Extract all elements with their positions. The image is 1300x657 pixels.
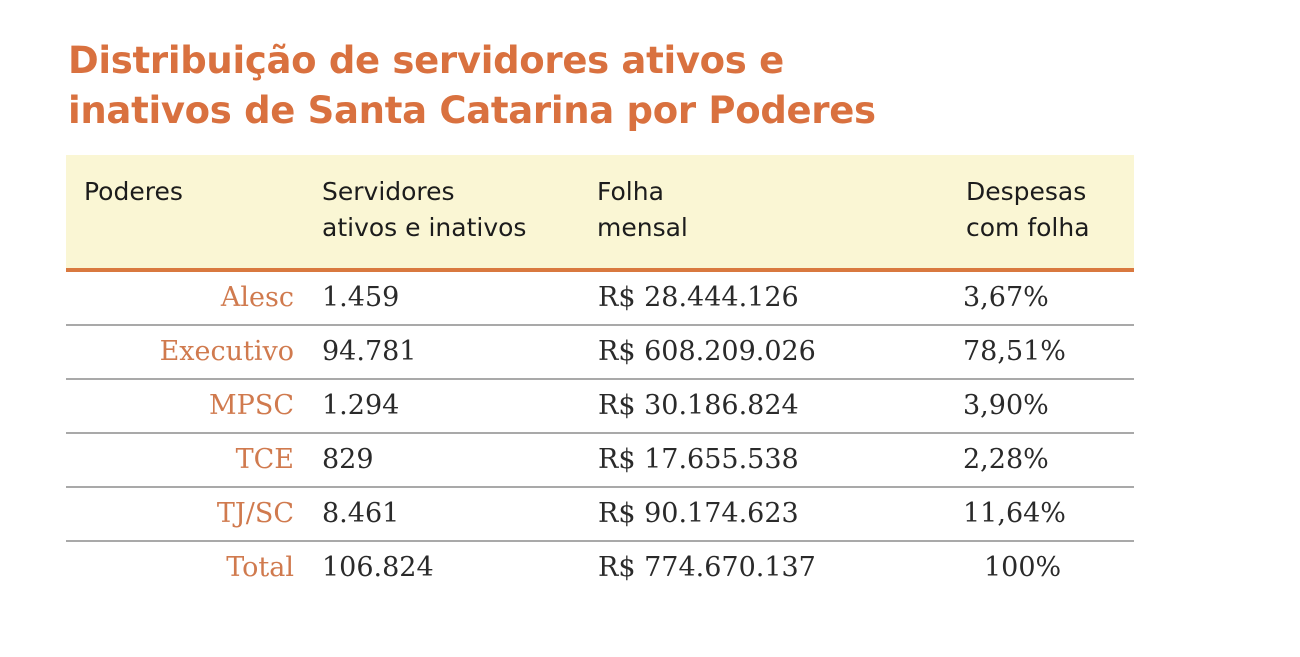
cell-folha: R$ 28.444.126 — [597, 270, 962, 326]
cell-servidores: 829 — [322, 433, 597, 488]
table-body: Alesc 1.459 R$ 28.444.126 3,67% Executiv… — [66, 270, 1134, 594]
cell-servidores: 106.824 — [322, 552, 434, 583]
column-header-poderes: Poderes — [66, 155, 322, 272]
column-header-poderes-line-1: Poderes — [84, 177, 183, 206]
table-row: MPSC 1.294 R$ 30.186.824 3,90% — [66, 379, 1134, 434]
distribution-table: Poderes Servidores ativos e inativos Fol… — [66, 155, 1134, 594]
column-header-despesas-line-2: com folha — [966, 213, 1090, 242]
table-row-total: Total 106.824 R$ 774.670.137 100% — [66, 541, 1134, 594]
cell-servidores: 94.781 — [322, 325, 597, 380]
data-table-container: Poderes Servidores ativos e inativos Fol… — [66, 155, 1134, 594]
table-row: Alesc 1.459 R$ 28.444.126 3,67% — [66, 270, 1134, 326]
table-header: Poderes Servidores ativos e inativos Fol… — [66, 155, 1134, 272]
table-row: TCE 829 R$ 17.655.538 2,28% — [66, 433, 1134, 488]
cell-poder: TJ/SC — [66, 487, 322, 542]
column-header-servidores: Servidores ativos e inativos — [322, 155, 597, 272]
cell-folha: R$ 774.670.137 — [598, 552, 816, 583]
table-row: TJ/SC 8.461 R$ 90.174.623 11,64% — [66, 487, 1134, 542]
cell-folha: R$ 90.174.623 — [597, 487, 962, 542]
cell-despesas: 3,67% — [962, 270, 1134, 326]
column-header-servidores-line-2: ativos e inativos — [322, 213, 527, 242]
cell-poder: Total — [226, 552, 294, 583]
cell-poder: TCE — [66, 433, 322, 488]
cell-poder: MPSC — [66, 379, 322, 434]
column-header-servidores-line-1: Servidores — [322, 177, 455, 206]
table-header-row: Poderes Servidores ativos e inativos Fol… — [66, 155, 1134, 272]
cell-poder: Executivo — [66, 325, 322, 380]
cell-despesas: 2,28% — [962, 433, 1134, 488]
cell-folha: R$ 30.186.824 — [597, 379, 962, 434]
cell-despesas: 3,90% — [962, 379, 1134, 434]
cell-despesas: 11,64% — [962, 487, 1134, 542]
cell-despesas: 100% — [984, 552, 1062, 583]
column-header-folha-line-1: Folha — [597, 177, 664, 206]
column-header-despesas-line-1: Despesas — [966, 177, 1087, 206]
cell-servidores: 1.294 — [322, 379, 597, 434]
cell-folha: R$ 17.655.538 — [597, 433, 962, 488]
column-header-folha-line-2: mensal — [597, 213, 688, 242]
cell-despesas: 78,51% — [962, 325, 1134, 380]
cell-servidores: 1.459 — [322, 270, 597, 326]
page-title-line-1: Distribuição de servidores ativos e — [68, 39, 784, 82]
cell-folha: R$ 608.209.026 — [597, 325, 962, 380]
cell-poder: Alesc — [66, 270, 322, 326]
column-header-folha: Folha mensal — [597, 155, 962, 272]
column-header-despesas: Despesas com folha — [962, 155, 1134, 272]
page-title: Distribuição de servidores ativos e inat… — [68, 36, 1048, 136]
cell-servidores: 8.461 — [322, 487, 597, 542]
page-title-line-2: inativos de Santa Catarina por Poderes — [68, 89, 876, 132]
table-row: Executivo 94.781 R$ 608.209.026 78,51% — [66, 325, 1134, 380]
